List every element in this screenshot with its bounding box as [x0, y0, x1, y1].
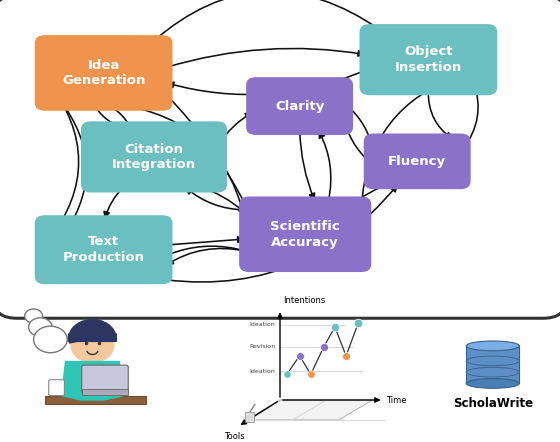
Text: Scientific
Accuracy: Scientific Accuracy [270, 220, 340, 248]
Polygon shape [246, 400, 372, 420]
Text: ScholaWrite: ScholaWrite [452, 397, 533, 410]
FancyBboxPatch shape [49, 380, 64, 396]
Circle shape [25, 309, 43, 323]
Point [330, 324, 339, 331]
FancyBboxPatch shape [35, 35, 172, 110]
Point [306, 371, 315, 378]
FancyBboxPatch shape [68, 333, 117, 342]
Text: Fluency: Fluency [388, 155, 446, 168]
Point [282, 371, 291, 378]
Ellipse shape [466, 378, 519, 389]
Polygon shape [466, 346, 519, 384]
Point [295, 352, 304, 359]
FancyBboxPatch shape [82, 389, 128, 395]
FancyBboxPatch shape [0, 0, 560, 318]
Text: Revision: Revision [249, 344, 276, 350]
Ellipse shape [466, 367, 519, 377]
FancyBboxPatch shape [239, 196, 371, 272]
Text: Clarity: Clarity [275, 99, 324, 113]
Text: Object
Insertion: Object Insertion [395, 46, 462, 74]
Text: Time: Time [386, 396, 407, 404]
Text: Tools: Tools [224, 432, 244, 441]
FancyBboxPatch shape [82, 365, 128, 393]
FancyBboxPatch shape [364, 133, 470, 189]
Text: Citation
Integration: Citation Integration [112, 143, 196, 171]
Circle shape [29, 318, 52, 336]
Text: Intentions: Intentions [283, 296, 325, 305]
FancyBboxPatch shape [360, 24, 497, 95]
Ellipse shape [466, 341, 519, 351]
FancyBboxPatch shape [246, 77, 353, 135]
FancyBboxPatch shape [81, 121, 227, 192]
Text: Text
Production: Text Production [63, 236, 144, 264]
Point [319, 343, 328, 351]
Text: Idea
Generation: Idea Generation [62, 59, 145, 87]
FancyBboxPatch shape [35, 215, 172, 284]
Circle shape [71, 329, 114, 362]
Wedge shape [69, 320, 116, 343]
Text: Ideation: Ideation [250, 369, 276, 374]
FancyBboxPatch shape [245, 412, 254, 422]
Ellipse shape [466, 356, 519, 366]
FancyBboxPatch shape [45, 396, 146, 404]
Point [342, 352, 351, 359]
Point [354, 319, 363, 326]
Circle shape [34, 326, 67, 353]
Polygon shape [62, 362, 123, 400]
Text: Ideation: Ideation [250, 322, 276, 328]
